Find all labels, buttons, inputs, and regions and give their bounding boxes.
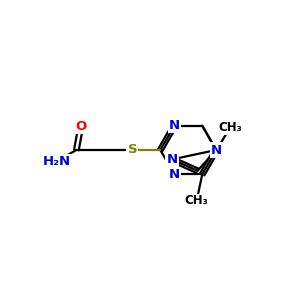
Text: N: N	[169, 119, 180, 132]
Text: CH₃: CH₃	[185, 194, 208, 207]
Text: CH₃: CH₃	[218, 121, 242, 134]
Text: S: S	[128, 143, 137, 157]
Text: N: N	[169, 168, 180, 181]
Text: O: O	[75, 120, 86, 133]
Text: N: N	[167, 153, 178, 166]
Text: N: N	[211, 143, 222, 157]
Text: H₂N: H₂N	[43, 155, 71, 168]
